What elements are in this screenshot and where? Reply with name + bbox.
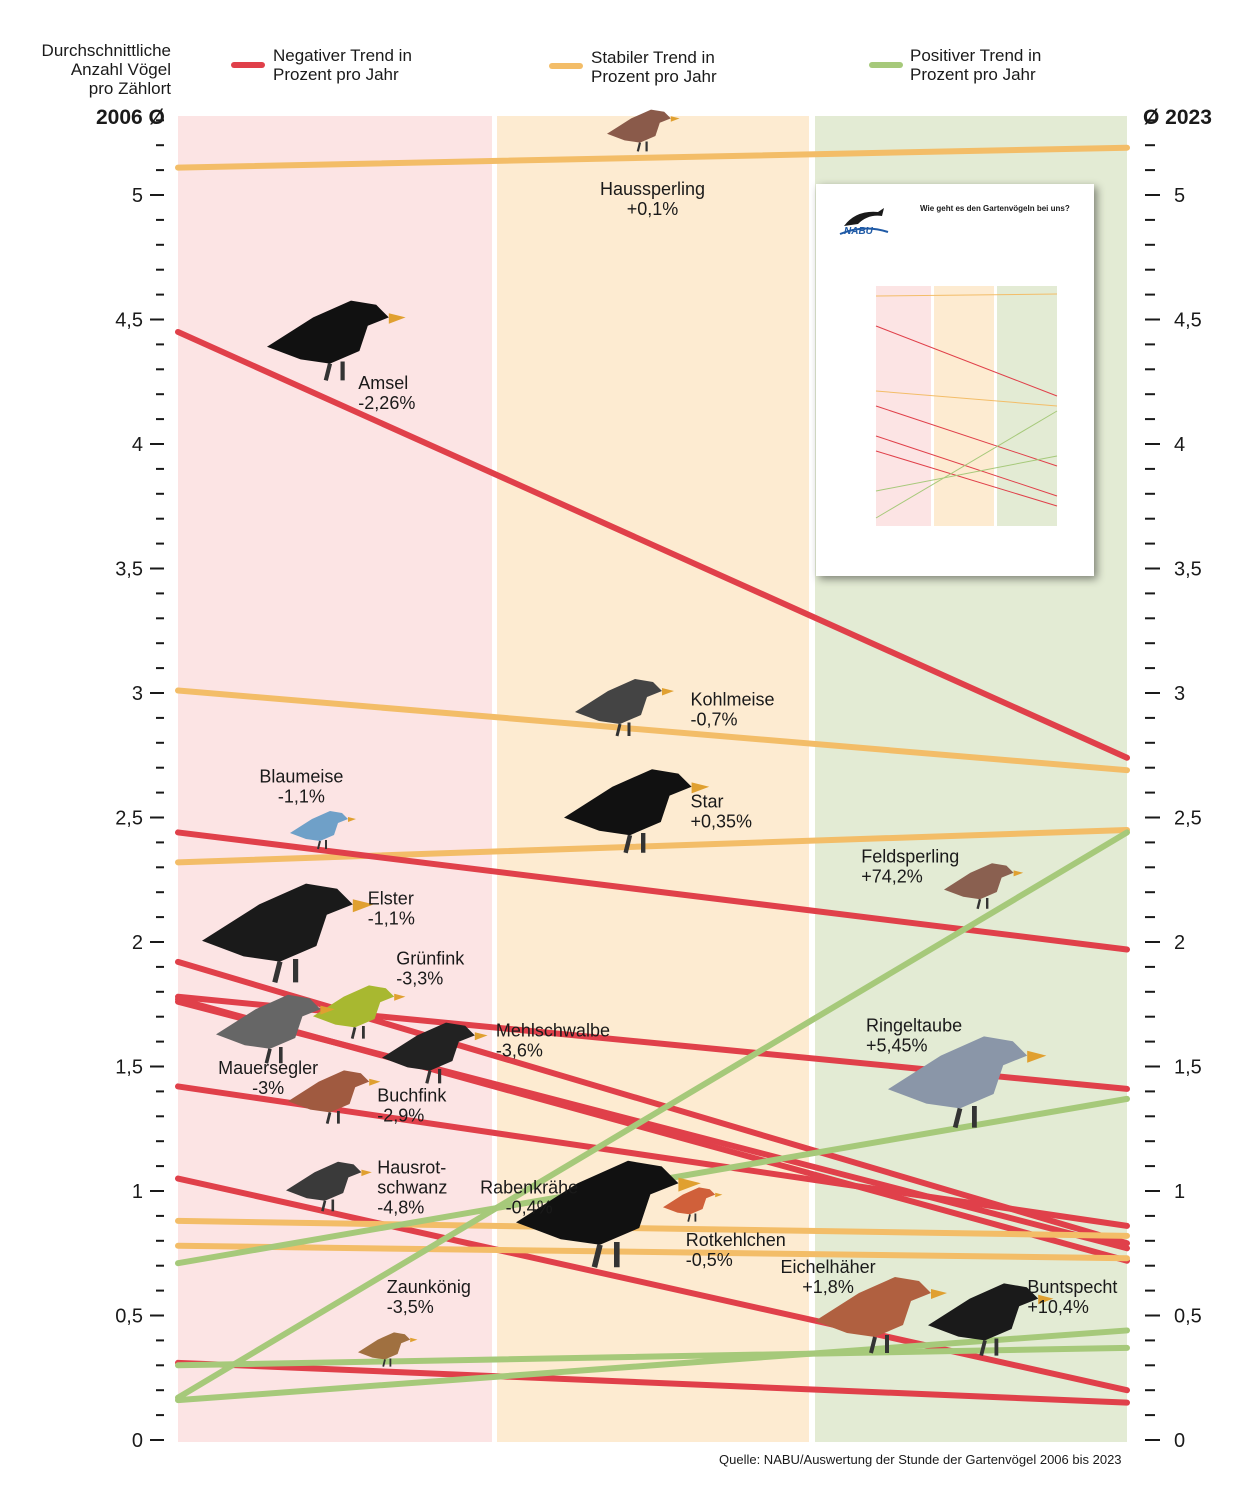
series-line-rabenkrähe <box>175 1217 1130 1239</box>
series-label-hausrotschwanz: Hausrot-schwanz -4,8% <box>377 1158 447 1218</box>
series-label-haussperling: Haussperling +0,1% <box>600 179 705 219</box>
right-tick-label: 0 <box>1174 1430 1185 1452</box>
series-line-rotkehlchen <box>175 1242 1130 1262</box>
left-tick-label: 1,5 <box>115 1057 143 1079</box>
series-label-grünfink: Grünfink -3,3% <box>396 948 465 988</box>
haussperling-icon <box>607 109 680 152</box>
right-tick-label: 5 <box>1174 185 1185 207</box>
right-tick-label: 2,5 <box>1174 808 1202 830</box>
series-label-kohlmeise: Kohlmeise -0,7% <box>690 689 774 729</box>
right-tick-label: 3,5 <box>1174 559 1202 581</box>
mauersegler-icon <box>216 994 335 1064</box>
right-tick-label: 4 <box>1174 434 1185 456</box>
buntspecht-icon <box>928 1283 1054 1357</box>
series-label-elster: Elster -1,1% <box>368 889 415 929</box>
series-line-buntspecht <box>175 1327 1130 1404</box>
nabu-stork-icon <box>839 208 889 235</box>
right-tick-label: 0,5 <box>1174 1306 1202 1328</box>
blaumeise-icon <box>290 811 356 850</box>
left-tick-label: 4 <box>132 434 143 456</box>
rabenkraehe-icon <box>516 1160 701 1268</box>
series-line-eichelhäher <box>175 1344 1130 1369</box>
thumbnail-title: Wie geht es den Gartenvögeln bei uns? <box>920 204 1070 213</box>
kohlmeise-icon <box>575 679 674 737</box>
legend-positive-swatch <box>869 62 903 68</box>
legend-positive-label: Positiver Trend in Prozent pro Jahr <box>910 46 1042 84</box>
legend-stable-swatch <box>549 63 583 69</box>
eichelhaeher-icon <box>815 1277 947 1354</box>
zaunkoenig-icon <box>358 1332 418 1367</box>
feldsperling-icon <box>944 863 1024 910</box>
left-end-label: 2006 Ø <box>96 106 165 129</box>
left-tick-label: 2,5 <box>115 808 143 830</box>
series-line-feldsperling <box>175 829 1130 1401</box>
report-thumbnail: NABU Wie geht es den Gartenvögeln bei un… <box>816 184 1094 576</box>
ringeltaube-icon <box>888 1036 1047 1129</box>
series-label-star: Star +0,35% <box>690 792 752 832</box>
rotkehlchen-icon <box>663 1187 723 1222</box>
left-tick-label: 2 <box>132 932 143 954</box>
right-tick-label: 1,5 <box>1174 1057 1202 1079</box>
series-label-blaumeise: Blaumeise -1,1% <box>259 767 343 807</box>
series-line-star <box>175 826 1130 866</box>
series-label-rabenkrähe: Rabenkrähe -0,4% <box>480 1177 578 1217</box>
legend-negative-label: Negativer Trend in Prozent pro Jahr <box>273 46 412 84</box>
legend-stable-label: Stabiler Trend in Prozent pro Jahr <box>591 48 717 86</box>
right-tick-label: 3 <box>1174 683 1185 705</box>
series-label-ringeltaube: Ringeltaube +5,45% <box>866 1016 962 1056</box>
series-label-buchfink: Buchfink -2,9% <box>377 1085 447 1125</box>
series-label-mauersegler: Mauersegler -3% <box>218 1058 318 1098</box>
left-tick-label: 5 <box>132 185 143 207</box>
nabu-logo-text: NABU <box>844 226 873 237</box>
series-line-zaunkönig <box>175 1359 1130 1406</box>
thumbnail-mini-chart <box>875 286 1058 526</box>
series-line-mauersegler <box>175 998 1130 1252</box>
left-tick-label: 3 <box>132 683 143 705</box>
left-tick-label: 3,5 <box>115 559 143 581</box>
series-line-haussperling <box>175 144 1130 171</box>
star-icon <box>564 769 710 854</box>
series-line-amsel <box>175 328 1130 761</box>
right-tick-label: 4,5 <box>1174 310 1202 332</box>
left-tick-label: 0,5 <box>115 1306 143 1328</box>
series-label-eichelhäher: Eichelhäher +1,8% <box>781 1257 876 1297</box>
left-tick-label: 0 <box>132 1430 143 1452</box>
elster-icon <box>202 883 374 984</box>
series-label-zaunkönig: Zaunkönig -3,5% <box>387 1277 471 1317</box>
series-line-hausrotschwanz <box>175 1175 1130 1394</box>
amsel-icon <box>267 300 406 381</box>
series-label-mehlschwalbe: Mehlschwalbe -3,6% <box>496 1021 610 1061</box>
y-axis-title: Durchschnittliche Anzahl Vögel pro Zählo… <box>41 41 171 98</box>
series-line-kohlmeise <box>175 687 1130 774</box>
left-tick-label: 1 <box>132 1181 143 1203</box>
mehlschwalbe-icon <box>382 1022 488 1084</box>
right-end-label: Ø 2023 <box>1143 106 1212 129</box>
source-note: Quelle: NABU/Auswertung der Stunde der G… <box>719 1452 1122 1467</box>
right-tick-label: 1 <box>1174 1181 1185 1203</box>
series-label-buntspecht: Buntspecht +10,4% <box>1027 1277 1117 1317</box>
series-label-feldsperling: Feldsperling +74,2% <box>861 846 959 886</box>
hausrotschwanz-icon <box>286 1161 372 1212</box>
left-tick-label: 4,5 <box>115 310 143 332</box>
series-label-rotkehlchen: Rotkehlchen -0,5% <box>686 1230 786 1270</box>
series-label-amsel: Amsel -2,26% <box>358 373 415 413</box>
legend-negative-swatch <box>231 62 265 68</box>
buchfink-icon <box>288 1070 381 1124</box>
gruenfink-icon <box>313 985 406 1039</box>
right-tick-label: 2 <box>1174 932 1185 954</box>
